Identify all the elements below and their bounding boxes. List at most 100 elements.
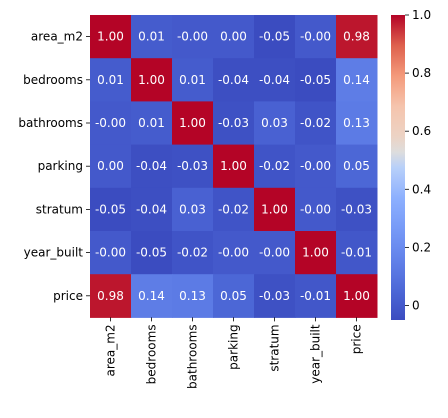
- x-tick-label: area_m2: [104, 324, 118, 376]
- cell-annotation: 0.13: [179, 289, 206, 303]
- y-tick-label: bathrooms: [18, 116, 83, 130]
- heatmap-cell-parking-stratum: [254, 144, 296, 189]
- cell-annotation: 0.03: [261, 116, 288, 130]
- heatmap-cell-bathrooms-bedrooms: [131, 101, 173, 146]
- colorbar-tick-label: 0.6: [412, 124, 431, 138]
- cell-annotation: -0.00: [218, 246, 249, 260]
- heatmap-cell-bathrooms-area-m2: [90, 101, 132, 146]
- cell-annotation: -0.02: [259, 159, 290, 173]
- cell-annotation: -0.00: [95, 246, 126, 260]
- cell-annotation: 0.05: [343, 159, 370, 173]
- y-tick-label: bedrooms: [23, 73, 83, 87]
- cell-annotation: 1.00: [138, 73, 165, 87]
- x-tick-label: bathrooms: [186, 324, 200, 389]
- cell-annotation: 0.00: [220, 30, 247, 44]
- heatmap-annotations: 1.00 0.01 -0.00 0.00 -0.05 -0.00 0.98 0.01 1.00 0…: [95, 30, 372, 303]
- heatmap-cell-price-price: [336, 274, 378, 318]
- cell-annotation: -0.03: [177, 159, 208, 173]
- colorbar: 0 0.2 0.4 0.6 0.8 1.0: [391, 8, 431, 320]
- cell-annotation: 0.01: [138, 30, 165, 44]
- heatmap-cell-bedrooms-area-m2: [90, 58, 132, 102]
- heatmap-cell-parking-bedrooms: [131, 144, 173, 189]
- cell-annotation: -0.00: [300, 159, 331, 173]
- cell-annotation: 0.01: [179, 73, 206, 87]
- heatmap-cell-area-m2-price: [336, 15, 378, 59]
- cell-annotation: 0.98: [97, 289, 124, 303]
- heatmap-cell-parking-price: [336, 144, 378, 189]
- heatmap-cell-price-bathrooms: [172, 274, 214, 318]
- heatmap-cell-price-year-built: [295, 274, 337, 318]
- cell-annotation: -0.05: [95, 202, 126, 216]
- cell-annotation: -0.03: [218, 116, 249, 130]
- heatmap-cell-price-area-m2: [90, 274, 132, 318]
- heatmap-cell-year-built-parking: [213, 231, 255, 275]
- heatmap-cell-bedrooms-stratum: [254, 58, 296, 102]
- heatmap-cell-price-bedrooms: [131, 274, 173, 318]
- cell-annotation: 0.01: [97, 73, 124, 87]
- cell-annotation: -0.00: [300, 202, 331, 216]
- cell-annotation: -0.04: [259, 73, 290, 87]
- cell-annotation: 1.00: [261, 202, 288, 216]
- heatmap-cell-year-built-bedrooms: [131, 231, 173, 275]
- cell-annotation: -0.01: [300, 289, 331, 303]
- heatmap-cells: [90, 15, 378, 318]
- x-tick-label: price: [350, 324, 364, 354]
- heatmap-cell-bedrooms-parking: [213, 58, 255, 102]
- y-tick-label: price: [53, 289, 83, 303]
- heatmap-cell-bedrooms-price: [336, 58, 378, 102]
- y-tick-label: parking: [38, 159, 83, 173]
- y-tick-label: stratum: [36, 202, 83, 216]
- heatmap-cell-bathrooms-parking: [213, 101, 255, 146]
- cell-annotation: 1.00: [97, 30, 124, 44]
- cell-annotation: 0.14: [138, 289, 165, 303]
- cell-annotation: -0.03: [341, 202, 372, 216]
- cell-annotation: 0.03: [179, 202, 206, 216]
- cell-annotation: -0.00: [177, 30, 208, 44]
- colorbar-tick-label: 0: [412, 298, 420, 312]
- cell-annotation: -0.05: [259, 30, 290, 44]
- cell-annotation: -0.00: [95, 116, 126, 130]
- colorbar-tick-label: 0.4: [412, 182, 431, 196]
- cell-annotation: -0.00: [259, 246, 290, 260]
- cell-annotation: -0.02: [300, 116, 331, 130]
- heatmap-cell-year-built-stratum: [254, 231, 296, 275]
- cell-annotation: 1.00: [302, 246, 329, 260]
- heatmap-cell-year-built-bathrooms: [172, 231, 214, 275]
- heatmap-cell-bathrooms-price: [336, 101, 378, 146]
- cell-annotation: 0.00: [97, 159, 124, 173]
- cell-annotation: -0.04: [136, 159, 167, 173]
- cell-annotation: 1.00: [343, 289, 370, 303]
- heatmap-cell-year-built-year-built: [295, 231, 337, 275]
- cell-annotation: -0.05: [300, 73, 331, 87]
- heatmap-cell-bedrooms-bathrooms: [172, 58, 214, 102]
- cell-annotation: 0.13: [343, 116, 370, 130]
- y-axis-tick-labels: area_m2 bedrooms bathrooms parking stratum ye…: [18, 30, 90, 303]
- heatmap-cell-parking-year-built: [295, 144, 337, 189]
- heatmap-cell-area-m2-area-m2: [90, 15, 132, 59]
- heatmap-cell-stratum-bathrooms: [172, 187, 214, 232]
- colorbar-tick-label: 0.2: [412, 240, 431, 254]
- cell-annotation: 0.05: [220, 289, 247, 303]
- heatmap-cell-bedrooms-bedrooms: [131, 58, 173, 102]
- heatmap-cell-stratum-parking: [213, 187, 255, 232]
- colorbar-tick-label: 0.8: [412, 66, 431, 80]
- heatmap-cell-bathrooms-stratum: [254, 101, 296, 146]
- x-tick-label: bedrooms: [145, 324, 159, 384]
- colorbar-gradient: [391, 15, 405, 320]
- heatmap-cell-parking-area-m2: [90, 144, 132, 189]
- heatmap-cell-year-built-area-m2: [90, 231, 132, 275]
- x-tick-label: stratum: [268, 324, 282, 371]
- cell-annotation: 0.98: [343, 30, 370, 44]
- heatmap-cell-bathrooms-bathrooms: [172, 101, 214, 146]
- cell-annotation: -0.02: [218, 202, 249, 216]
- heatmap-cell-bedrooms-year-built: [295, 58, 337, 102]
- cell-annotation: 1.00: [220, 159, 247, 173]
- heatmap-cell-area-m2-parking: [213, 15, 255, 59]
- x-axis-tick-labels: area_m2 bedrooms bathrooms parking stratum ye…: [104, 317, 364, 389]
- heatmap-cell-bathrooms-year-built: [295, 101, 337, 146]
- x-tick-label: parking: [227, 324, 241, 369]
- heatmap-cell-stratum-area-m2: [90, 187, 132, 232]
- heatmap-cell-parking-bathrooms: [172, 144, 214, 189]
- heatmap-cell-stratum-price: [336, 187, 378, 232]
